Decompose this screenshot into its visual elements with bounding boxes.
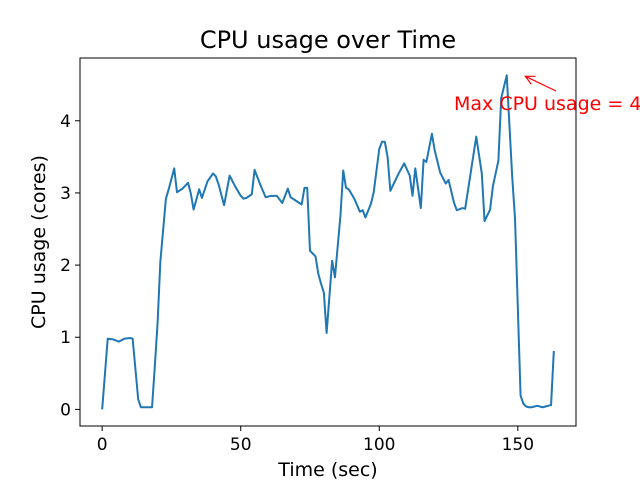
- line-layer: [101, 74, 555, 410]
- x-axis-label: Time (sec): [277, 459, 377, 480]
- y-tick-label: 0: [60, 400, 71, 420]
- y-axis-label: CPU usage (cores): [28, 155, 50, 329]
- series-line-0: [101, 74, 555, 410]
- y-tick-label: 1: [60, 328, 71, 348]
- chart-title: CPU usage over Time: [200, 26, 456, 54]
- x-tick-label: 0: [97, 435, 108, 455]
- annotation-arrow-head: [524, 75, 536, 85]
- plot-frame: [79, 57, 577, 427]
- y-tick-label: 4: [60, 112, 71, 132]
- annotation-layer: Max CPU usage = 4.63: [454, 75, 640, 115]
- x-tick-label: 150: [502, 435, 534, 455]
- y-tick-label: 3: [60, 184, 71, 204]
- y-ticks: 0 1 2 3 4: [60, 112, 80, 420]
- annotation-label: Max CPU usage = 4.63: [454, 93, 640, 115]
- annotation-arrow-shaft: [525, 75, 557, 92]
- x-ticks: 0 50 100 150: [97, 426, 534, 455]
- x-tick-label: 50: [230, 435, 252, 455]
- axes-frame: [79, 57, 577, 427]
- y-tick-label: 2: [60, 256, 71, 276]
- x-tick-label: 100: [363, 435, 395, 455]
